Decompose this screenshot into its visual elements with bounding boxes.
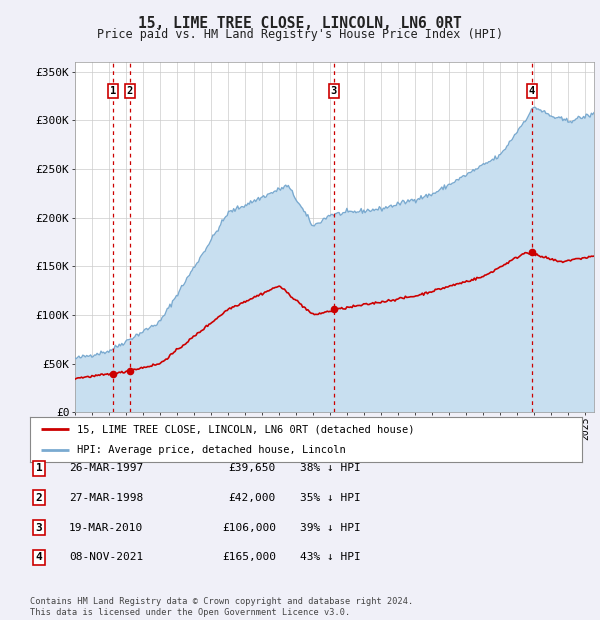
Text: 1: 1 — [35, 463, 43, 473]
Text: 2: 2 — [127, 86, 133, 96]
Text: 2: 2 — [35, 493, 43, 503]
Text: 35% ↓ HPI: 35% ↓ HPI — [300, 493, 361, 503]
Text: £165,000: £165,000 — [222, 552, 276, 562]
Text: 08-NOV-2021: 08-NOV-2021 — [69, 552, 143, 562]
Text: 1: 1 — [110, 86, 116, 96]
Text: This data is licensed under the Open Government Licence v3.0.: This data is licensed under the Open Gov… — [30, 608, 350, 617]
Text: Price paid vs. HM Land Registry's House Price Index (HPI): Price paid vs. HM Land Registry's House … — [97, 28, 503, 41]
Text: 19-MAR-2010: 19-MAR-2010 — [69, 523, 143, 533]
Text: HPI: Average price, detached house, Lincoln: HPI: Average price, detached house, Linc… — [77, 445, 346, 455]
Text: 27-MAR-1998: 27-MAR-1998 — [69, 493, 143, 503]
Text: 3: 3 — [331, 86, 337, 96]
Text: £106,000: £106,000 — [222, 523, 276, 533]
Text: £39,650: £39,650 — [229, 463, 276, 473]
Text: 4: 4 — [35, 552, 43, 562]
Text: 4: 4 — [529, 86, 535, 96]
Text: Contains HM Land Registry data © Crown copyright and database right 2024.: Contains HM Land Registry data © Crown c… — [30, 597, 413, 606]
Text: 15, LIME TREE CLOSE, LINCOLN, LN6 0RT: 15, LIME TREE CLOSE, LINCOLN, LN6 0RT — [138, 16, 462, 30]
Text: 43% ↓ HPI: 43% ↓ HPI — [300, 552, 361, 562]
Text: 15, LIME TREE CLOSE, LINCOLN, LN6 0RT (detached house): 15, LIME TREE CLOSE, LINCOLN, LN6 0RT (d… — [77, 424, 415, 435]
Text: 3: 3 — [35, 523, 43, 533]
Text: 26-MAR-1997: 26-MAR-1997 — [69, 463, 143, 473]
Text: 39% ↓ HPI: 39% ↓ HPI — [300, 523, 361, 533]
Text: 38% ↓ HPI: 38% ↓ HPI — [300, 463, 361, 473]
Text: £42,000: £42,000 — [229, 493, 276, 503]
